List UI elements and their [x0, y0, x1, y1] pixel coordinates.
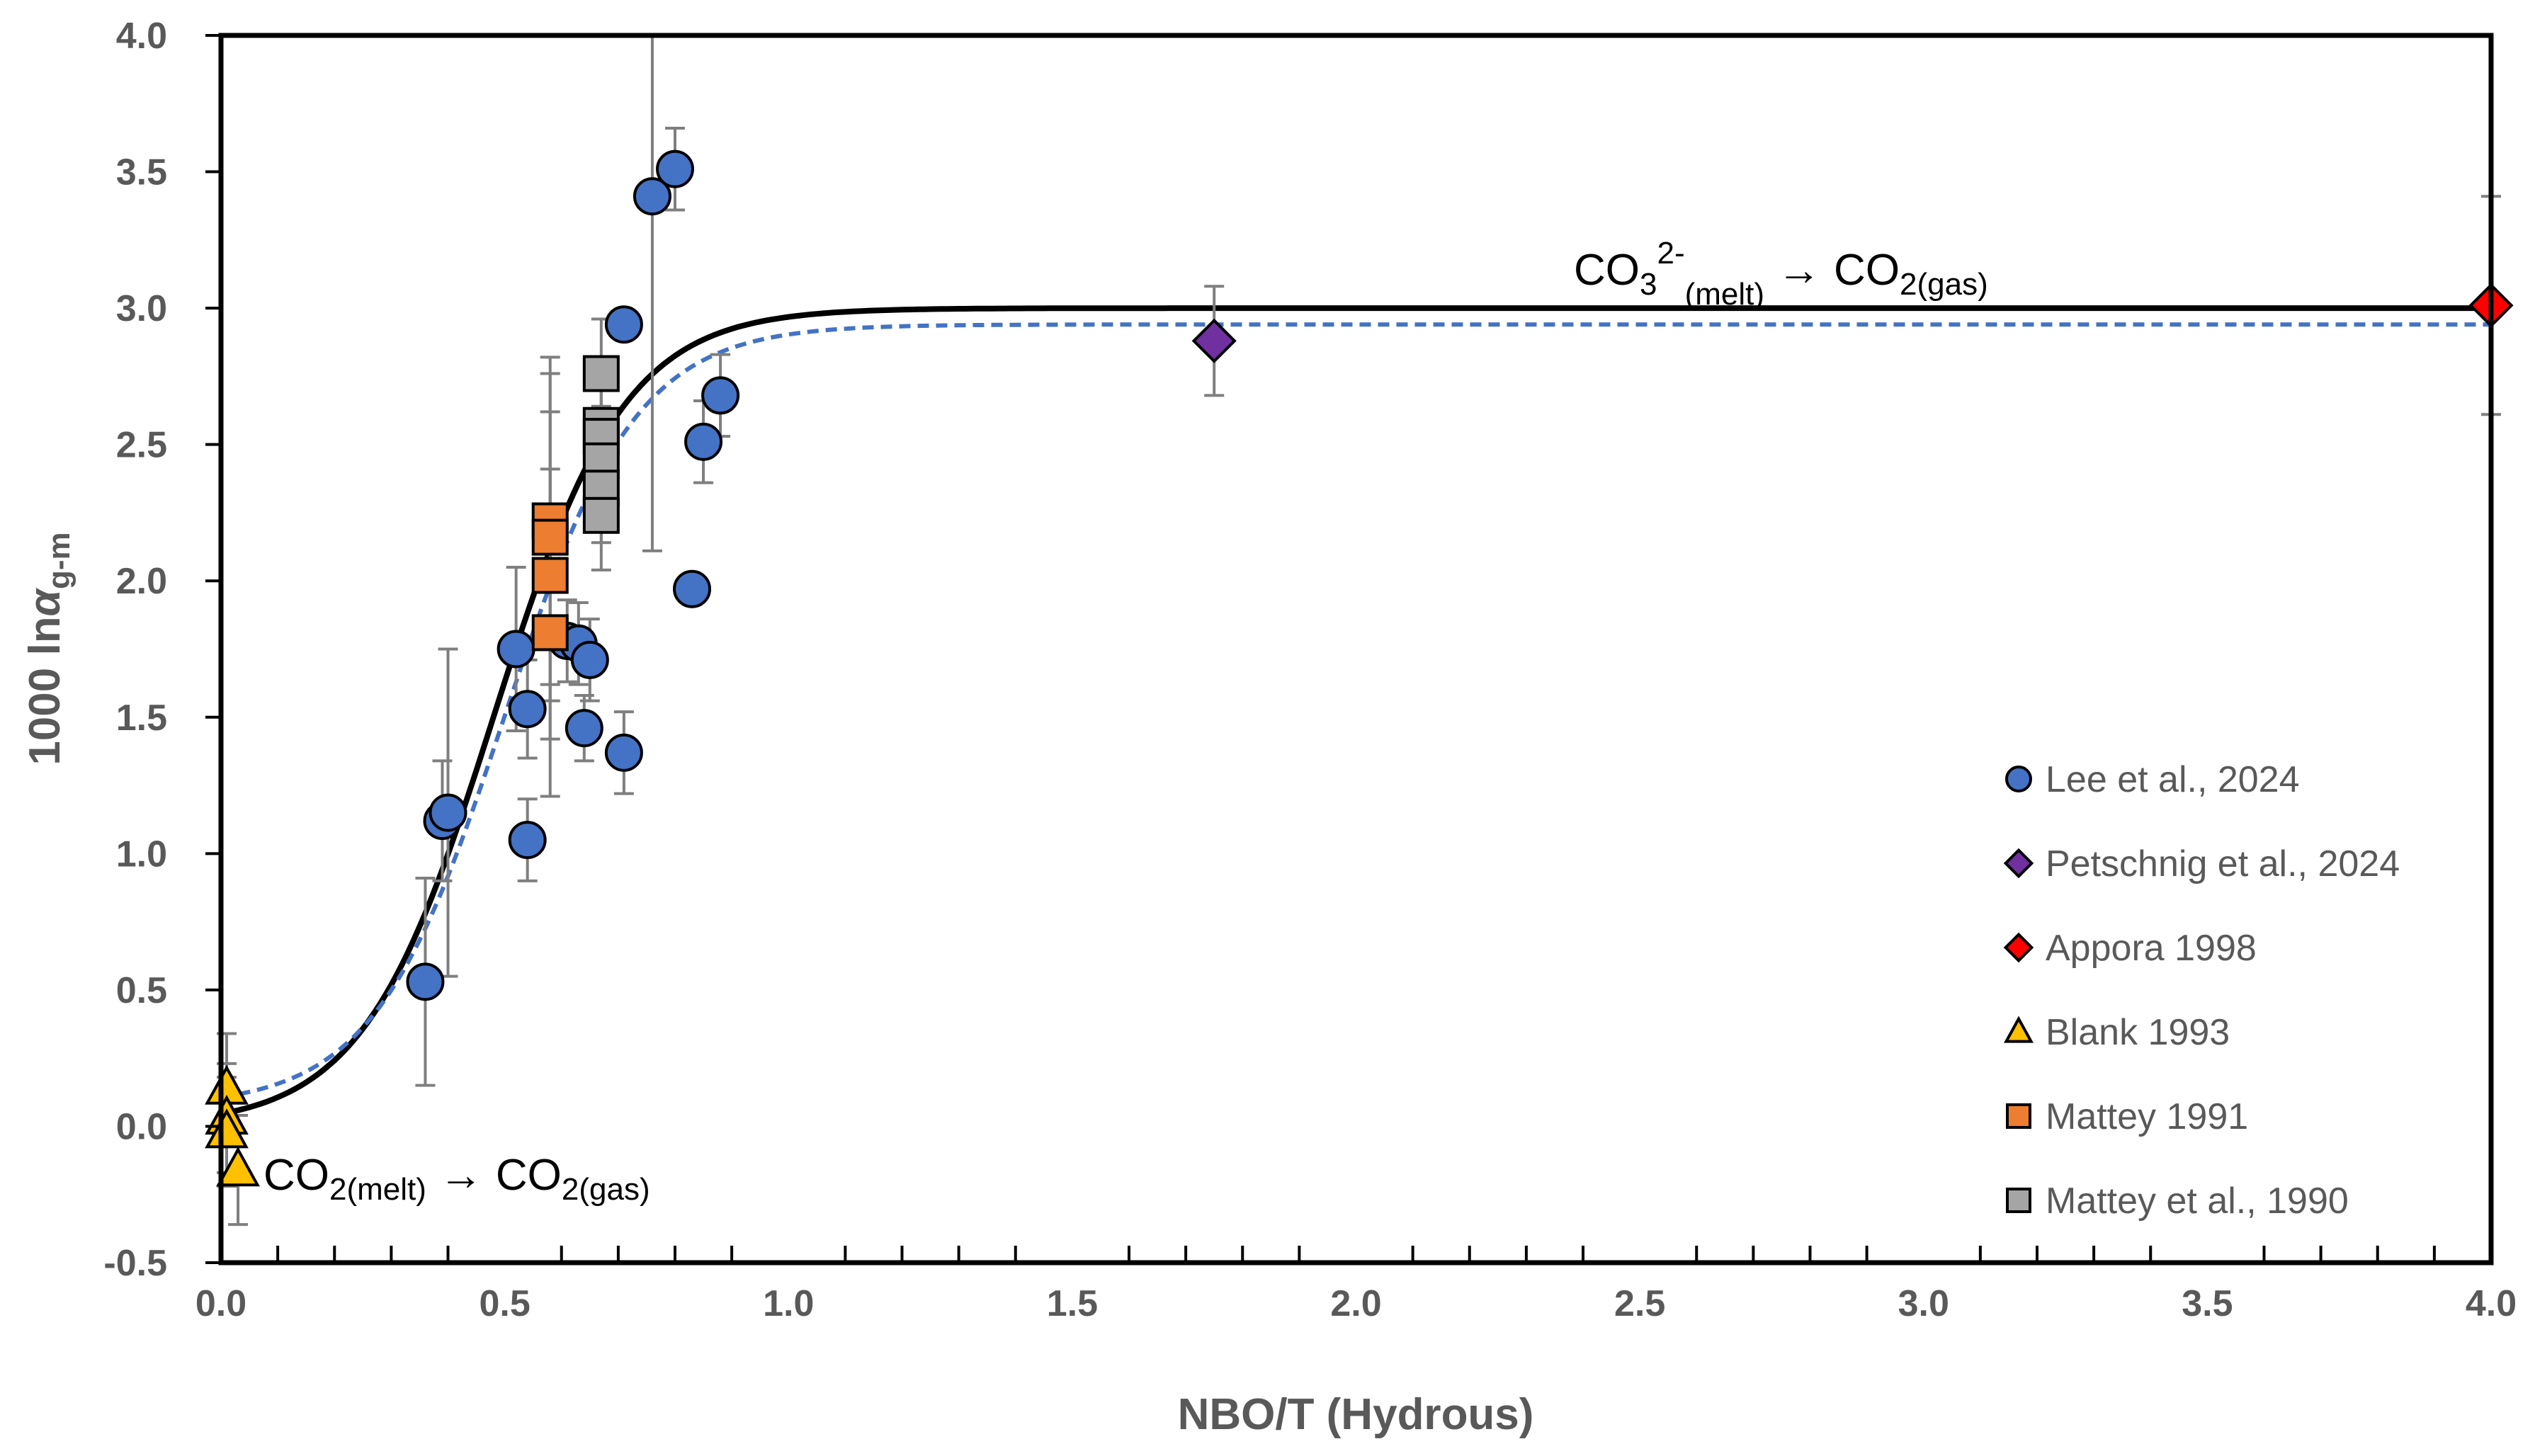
x-tick-label: 2.0 — [1330, 1283, 1381, 1324]
legend-label-lee: Lee et al., 2024 — [2046, 759, 2300, 800]
y-tick-label: 4.0 — [116, 16, 167, 57]
point-blank — [205, 1108, 249, 1149]
point-petschnig — [1191, 318, 1237, 363]
point-mattey1991 — [531, 614, 569, 652]
legend-label-mattey1991: Mattey 1991 — [2046, 1096, 2248, 1137]
legend-marker-blank — [2004, 1016, 2034, 1043]
x-axis-tick-labels: 0.0 0.5 1.0 1.5 2.0 2.5 3.0 3.5 4.0 — [195, 1283, 2517, 1324]
point-lee — [604, 305, 643, 344]
data-points — [205, 149, 2514, 1187]
y-tick-label: 3.0 — [116, 288, 167, 329]
x-tick-label: 1.5 — [1047, 1283, 1098, 1324]
point-lee — [604, 733, 643, 772]
y-tick-label: 2.0 — [116, 561, 167, 602]
point-lee — [570, 640, 609, 679]
y-tick-label: 1.0 — [116, 834, 167, 875]
x-tick-label: 2.5 — [1614, 1283, 1665, 1324]
point-mattey1991 — [531, 557, 569, 594]
point-blank — [216, 1147, 260, 1187]
point-mattey1990 — [582, 355, 620, 392]
x-tick-label: 0.5 — [479, 1283, 530, 1324]
x-tick-label: 4.0 — [2466, 1283, 2517, 1324]
y-tick-label: 0.5 — [116, 970, 167, 1011]
legend-label-appora: Appora 1998 — [2046, 928, 2257, 969]
y-tick-label: -0.5 — [103, 1243, 167, 1284]
y-axis-title-subscript: g-m — [42, 532, 76, 589]
x-tick-label: 3.5 — [2182, 1283, 2233, 1324]
x-tick-label: 1.0 — [763, 1283, 814, 1324]
point-lee — [508, 821, 547, 860]
point-mattey1990 — [582, 496, 620, 534]
legend-marker-appora — [2003, 932, 2034, 963]
point-lee — [633, 177, 671, 216]
axis-ticks — [205, 34, 2436, 1264]
y-tick-label: 1.5 — [116, 698, 167, 739]
legend-marker-mattey1991 — [2006, 1103, 2031, 1129]
x-tick-label: 0.0 — [195, 1283, 246, 1324]
x-tick-label: 3.0 — [1898, 1283, 1949, 1324]
point-mattey1991 — [531, 518, 569, 556]
point-lee — [673, 569, 712, 608]
point-lee — [656, 149, 694, 188]
point-lee — [406, 962, 445, 1001]
point-lee — [684, 422, 723, 461]
legend: Lee et al., 2024 Petschnig et al., 2024 Ap… — [2003, 759, 2400, 1222]
point-lee — [429, 793, 467, 832]
y-axis-tick-labels: -0.5 0.0 0.5 1.0 1.5 2.0 2.5 3.0 3.5 4.0 — [103, 16, 167, 1284]
y-axis-title-main: 1000 ln — [21, 616, 69, 765]
point-lee — [508, 690, 547, 729]
point-lee — [701, 376, 740, 415]
legend-label-petschnig: Petschnig et al., 2024 — [2046, 843, 2400, 885]
y-axis-title-symbol: α — [21, 587, 69, 616]
legend-label-mattey1990: Mattey et al., 1990 — [2046, 1181, 2349, 1222]
y-tick-label: 0.0 — [116, 1106, 167, 1147]
legend-marker-petschnig — [2003, 848, 2034, 879]
x-axis-title: NBO/T (Hydrous) — [1178, 1390, 1534, 1439]
y-tick-label: 2.5 — [116, 425, 167, 466]
plot-area-frame — [218, 33, 2494, 1266]
legend-label-blank: Blank 1993 — [2046, 1012, 2230, 1053]
legend-marker-lee — [2005, 766, 2032, 792]
legend-marker-mattey1990 — [2006, 1188, 2031, 1213]
y-axis-title: 1000 lnαg-m — [21, 532, 76, 765]
point-lee — [497, 630, 535, 669]
annotation-carbonate-to-co2: CO32-(melt) → CO2(gas) — [1574, 236, 1988, 312]
point-lee — [565, 709, 603, 748]
y-tick-label: 3.5 — [116, 152, 167, 193]
annotation-co2-melt-to-gas: CO2(melt) → CO2(gas) — [263, 1151, 650, 1207]
